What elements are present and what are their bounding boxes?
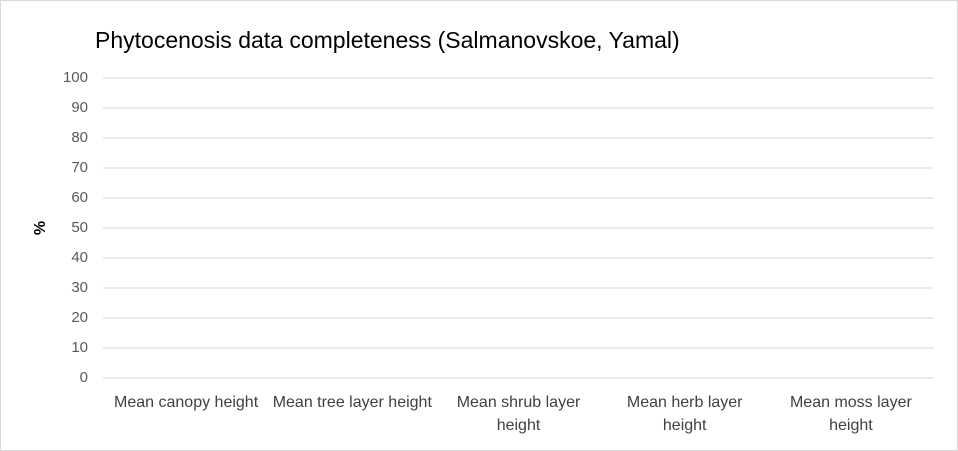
y-tick-label: 100 [63,69,88,86]
x-tick-label: Mean moss layer height [789,394,912,434]
y-tick-label: 70 [71,159,88,176]
y-axis-label: % [32,221,49,235]
y-tick-label: 40 [71,249,88,266]
y-tick-label: 80 [71,129,88,146]
x-tick-label: Mean canopy height [114,394,259,411]
y-tick-label: 90 [71,99,88,116]
y-tick-label: 10 [71,339,88,356]
y-tick-label: 50 [71,219,88,236]
x-tick-label: Mean shrub layer height [456,394,581,434]
y-tick-label: 0 [80,369,88,386]
chart-title: Phytocenosis data completeness (Salmanov… [95,27,680,53]
y-tick-label: 60 [71,189,88,206]
y-tick-label: 20 [71,309,88,326]
y-tick-label: 30 [71,279,88,296]
x-tick-label: Mean tree layer height [272,394,432,411]
x-tick-label: Mean herb layer height [626,394,743,434]
